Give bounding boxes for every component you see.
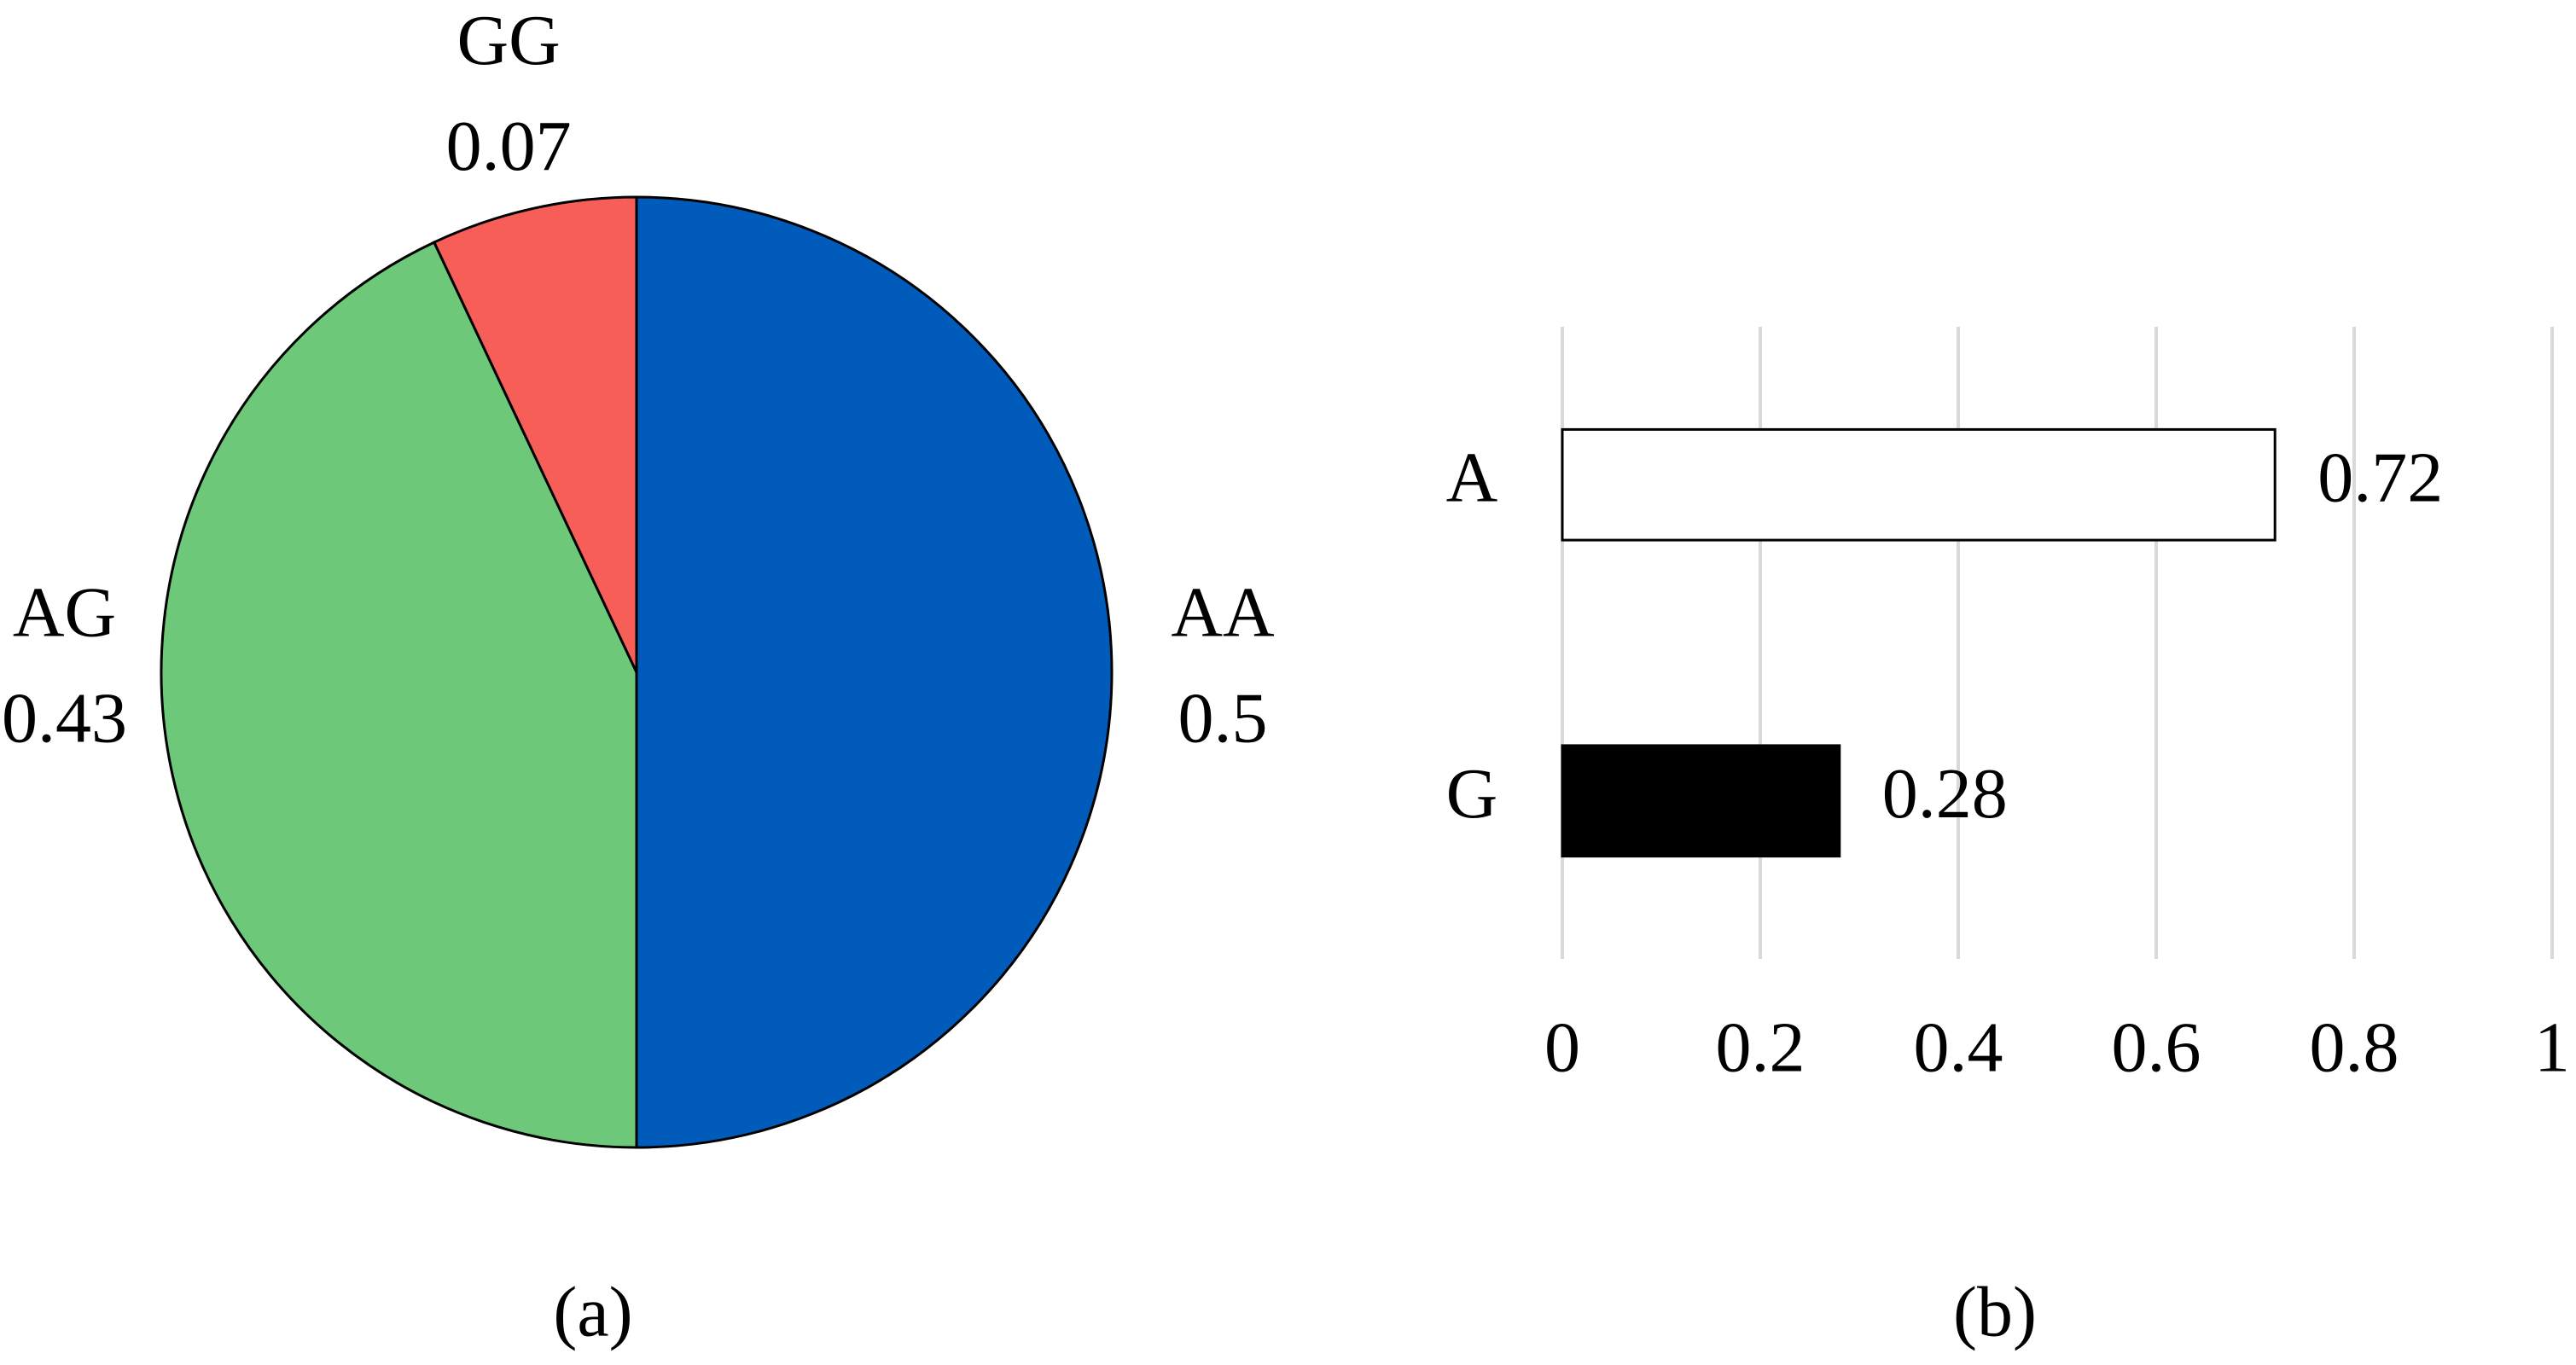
value-label: 0.72 <box>2317 439 2443 518</box>
bar <box>1561 427 2277 542</box>
x-tick-label: 0 <box>1544 1008 1580 1087</box>
x-tick-label: 0.8 <box>2310 1008 2399 1087</box>
y-tick-label: G <box>1446 754 1498 834</box>
slice-value: 0.07 <box>446 107 572 186</box>
slice-label: AG <box>13 572 116 652</box>
slice-value: 0.43 <box>2 678 127 758</box>
x-tick-label: 0.2 <box>1716 1008 1806 1087</box>
pie-slice <box>635 195 1114 1149</box>
x-tick-label: 0.4 <box>1914 1008 2003 1087</box>
slice-label: GG <box>456 1 560 80</box>
x-tick-label: 0.6 <box>2112 1008 2201 1087</box>
pie-slice <box>432 195 638 673</box>
x-tick-label: 1 <box>2534 1008 2570 1087</box>
slice-value: 0.5 <box>1178 678 1268 758</box>
pie-slice <box>160 241 638 1149</box>
y-tick-label: A <box>1446 439 1498 518</box>
caption: (a) <box>553 1272 632 1351</box>
bar <box>1561 744 1841 858</box>
value-label: 0.28 <box>1882 754 2008 834</box>
caption: (b) <box>1953 1272 2037 1351</box>
slice-label: AA <box>1171 572 1275 652</box>
